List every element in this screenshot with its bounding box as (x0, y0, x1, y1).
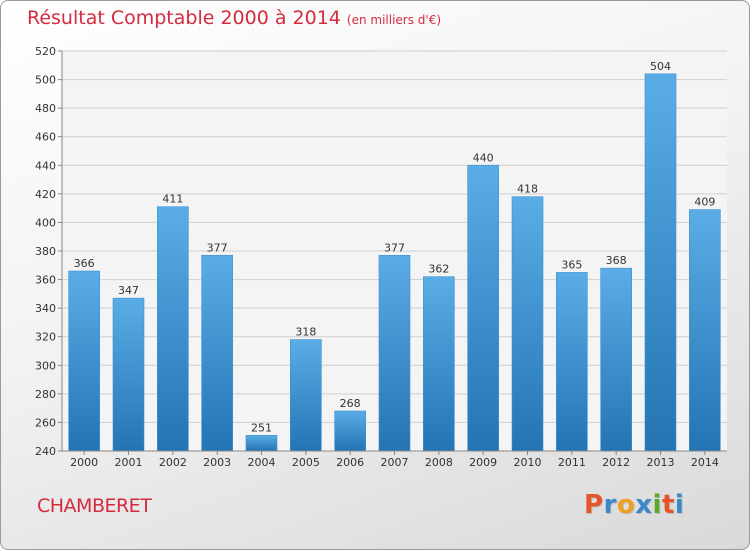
x-tick-label: 2006 (336, 456, 364, 469)
y-tick-label: 500 (35, 74, 56, 87)
chart-subtitle: (en milliers d'€) (346, 13, 442, 27)
bar (112, 297, 145, 452)
data-label: 366 (74, 257, 95, 270)
x-tick-label: 2013 (647, 456, 675, 469)
logo-letter: o (616, 490, 636, 520)
y-tick-label: 340 (35, 302, 56, 315)
data-label: 347 (118, 284, 139, 297)
data-label: 368 (606, 254, 627, 267)
data-label: 504 (650, 60, 671, 73)
y-tick-label: 240 (35, 445, 56, 458)
bar (511, 196, 544, 452)
bar (556, 272, 588, 452)
x-tick-label: 2003 (203, 456, 231, 469)
logo-letter: P (584, 490, 604, 520)
x-tick-label: 2000 (70, 456, 98, 469)
logo-letter: t (661, 490, 675, 520)
bar (68, 270, 100, 452)
bar (245, 434, 278, 452)
proxiti-logo: Proxiti (584, 490, 684, 520)
logo-letter: r (603, 490, 617, 520)
y-tick-label: 280 (35, 388, 56, 401)
y-tick-label: 300 (35, 359, 56, 372)
title-text: Résultat Comptable 2000 à 2014 (27, 7, 341, 29)
logo-letter: x (635, 490, 653, 520)
data-label: 377 (207, 241, 228, 254)
y-tick-label: 460 (35, 131, 56, 144)
x-tick-label: 2009 (469, 456, 497, 469)
x-tick-label: 2005 (292, 456, 320, 469)
data-label: 362 (428, 263, 449, 276)
bar (467, 164, 499, 452)
axes: 240 260 280 300 320 340 360 380 400 420 440 460 480 5… (35, 45, 727, 469)
y-tick-label: 520 (35, 45, 56, 58)
data-label: 409 (694, 196, 715, 209)
bar (423, 276, 455, 452)
y-tick-label: 440 (35, 159, 56, 172)
bar (334, 410, 366, 452)
commune-name: CHAMBERET (37, 495, 152, 517)
logo-letter: i (652, 490, 662, 520)
logo-letter: i (674, 490, 685, 520)
x-tick-label: 2012 (602, 456, 630, 469)
x-tick-label: 2008 (425, 456, 453, 469)
x-tick-label: 2014 (691, 456, 719, 469)
y-tick-label: 480 (35, 102, 56, 115)
data-label: 318 (295, 326, 316, 339)
data-label: 251 (251, 421, 272, 434)
data-label: 411 (162, 193, 183, 206)
y-tick-label: 360 (35, 274, 56, 287)
data-label: 365 (561, 258, 582, 271)
x-tick-label: 2011 (558, 456, 586, 469)
bar (644, 73, 677, 452)
x-tick-label: 2007 (381, 456, 409, 469)
bar (201, 254, 233, 452)
x-tick-label: 2004 (248, 456, 276, 469)
data-label: 377 (384, 241, 405, 254)
bar (378, 254, 411, 452)
y-tick-label: 400 (35, 216, 56, 229)
bar (157, 206, 189, 452)
data-label: 440 (473, 151, 494, 164)
bar (689, 209, 721, 452)
bar (600, 267, 632, 452)
chart-title: Résultat Comptable 2000 à 2014 (en millie… (27, 7, 441, 29)
bars (68, 73, 721, 452)
x-tick-label: 2001 (115, 456, 143, 469)
y-tick-label: 260 (35, 416, 56, 429)
y-tick-label: 420 (35, 188, 56, 201)
data-label: 268 (340, 397, 361, 410)
x-tick-label: 2002 (159, 456, 187, 469)
y-tick-label: 380 (35, 245, 56, 258)
data-label: 418 (517, 183, 538, 196)
x-tick-label: 2010 (514, 456, 542, 469)
bar (290, 339, 322, 452)
y-tick-label: 320 (35, 331, 56, 344)
data-labels: 366 347 411 377 251 318 268 377 362 440 418 365 368 5… (74, 60, 716, 434)
